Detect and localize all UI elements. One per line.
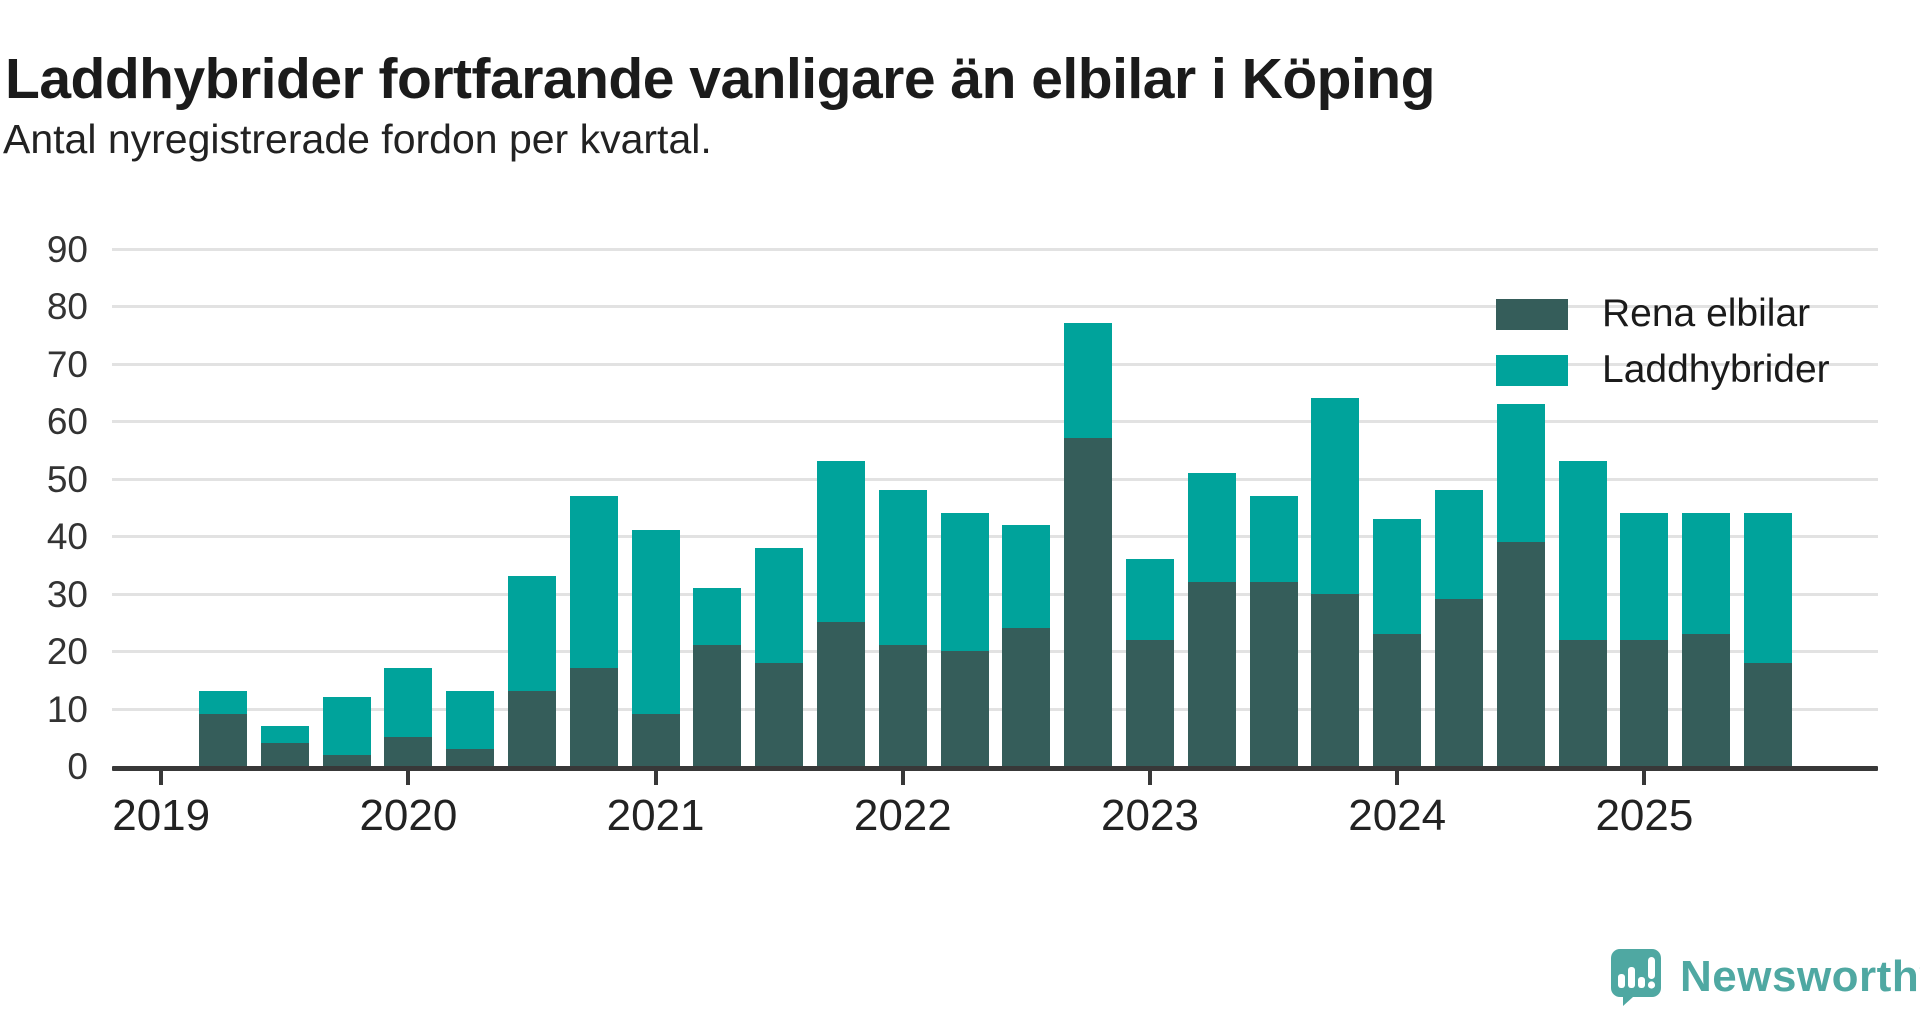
bar-2023-q2-laddhybrider [1188, 472, 1236, 582]
gridline-10 [112, 707, 1878, 711]
bar-2024-q3-rena-elbilar [1497, 541, 1545, 766]
x-tick-2022 [900, 771, 905, 785]
x-tick-label-2024: 2024 [1348, 791, 1447, 840]
bar-2019-q4-rena-elbilar [323, 754, 371, 766]
bar-2025-q3-laddhybrider [1744, 513, 1792, 663]
bar-2020-q1-laddhybrider [384, 668, 432, 738]
y-tick-label-60: 60 [46, 401, 88, 442]
legend-swatch-rena-elbilar [1496, 298, 1568, 330]
bar-2021-q2-rena-elbilar [693, 645, 741, 766]
bar-2021-q1-rena-elbilar [632, 714, 680, 766]
bar-2022-q1-laddhybrider [879, 490, 927, 646]
chart-subtitle: Antal nyregistrerade fordon per kvartal. [3, 116, 712, 162]
x-tick-label-2021: 2021 [606, 791, 705, 840]
bar-2023-q3-rena-elbilar [1250, 582, 1298, 766]
bar-2022-q1-rena-elbilar [879, 645, 927, 766]
x-tick-label-2023: 2023 [1101, 791, 1199, 840]
gridline-60 [112, 420, 1878, 423]
bar-2024-q1-rena-elbilar [1373, 633, 1421, 766]
gridline-90 [112, 247, 1878, 251]
gridline-80 [112, 305, 1878, 308]
gridline-40 [112, 535, 1878, 538]
bar-2019-q3-laddhybrider [261, 725, 309, 743]
bar-2024-q2-rena-elbilar [1435, 599, 1483, 766]
y-tick-label-30: 30 [46, 573, 88, 615]
x-tick-label-2025: 2025 [1595, 791, 1694, 840]
gridline-20 [112, 650, 1878, 653]
bar-2019-q4-laddhybrider [323, 697, 371, 755]
bar-2023-q3-laddhybrider [1250, 495, 1298, 582]
legend-item-rena-elbilar: Rena elbilar [1496, 292, 1810, 336]
x-tick-label-2020: 2020 [359, 791, 458, 840]
legend-label-laddhybrider: Laddhybrider [1602, 348, 1830, 391]
bar-2023-q1-rena-elbilar [1126, 639, 1174, 766]
bar-2022-q3-rena-elbilar [1002, 628, 1050, 766]
page-title: Laddhybrider fortfarande vanligare än el… [5, 47, 1435, 112]
x-tick-2020 [406, 771, 411, 785]
legend-swatch-laddhybrider [1496, 354, 1568, 386]
bar-2023-q4-laddhybrider [1311, 398, 1359, 594]
bar-2019-q2-rena-elbilar [199, 714, 247, 766]
y-tick-label-40: 40 [46, 516, 88, 557]
bar-2021-q3-rena-elbilar [755, 662, 803, 766]
gridline-50 [112, 477, 1878, 481]
bar-2023-q4-rena-elbilar [1311, 593, 1359, 766]
bar-2024-q4-rena-elbilar [1559, 639, 1607, 766]
bar-2020-q3-laddhybrider [508, 576, 556, 692]
newsworthy-logo-icon [1611, 949, 1661, 1006]
x-tick-2019 [159, 771, 164, 785]
y-tick-label-20: 20 [46, 631, 88, 672]
bar-2025-q1-rena-elbilar [1620, 639, 1668, 766]
y-tick-label-80: 80 [46, 286, 88, 327]
bar-2021-q2-laddhybrider [693, 587, 741, 646]
bar-2020-q2-laddhybrider [446, 691, 494, 749]
bar-2020-q1-rena-elbilar [384, 737, 432, 766]
bar-2022-q2-laddhybrider [941, 513, 989, 651]
bar-2020-q2-rena-elbilar [446, 748, 494, 766]
newsworthy-logo-text: Newsworthy [1680, 952, 1920, 1001]
bar-2025-q2-rena-elbilar [1682, 633, 1730, 766]
bar-2022-q4-laddhybrider [1064, 323, 1112, 439]
x-tick-2021 [653, 771, 658, 785]
x-tick-2024 [1395, 771, 1400, 785]
x-tick-2025 [1642, 771, 1647, 785]
bar-2019-q2-laddhybrider [199, 691, 247, 715]
y-tick-label-0: 0 [67, 746, 88, 787]
bar-2022-q4-rena-elbilar [1064, 438, 1112, 766]
legend-item-laddhybrider: Laddhybrider [1496, 348, 1830, 392]
bar-2021-q4-rena-elbilar [817, 622, 865, 766]
bar-2023-q1-laddhybrider [1126, 559, 1174, 640]
bar-2022-q3-laddhybrider [1002, 524, 1050, 628]
bar-2020-q3-rena-elbilar [508, 691, 556, 766]
y-tick-label-50: 50 [46, 458, 88, 500]
bar-2023-q2-rena-elbilar [1188, 582, 1236, 766]
bar-2025-q2-laddhybrider [1682, 513, 1730, 634]
bar-2021-q4-laddhybrider [817, 461, 865, 623]
y-tick-label-70: 70 [46, 343, 88, 385]
bar-2021-q1-laddhybrider [632, 530, 680, 715]
x-tick-label-2019: 2019 [112, 791, 211, 840]
gridline-30 [112, 592, 1878, 596]
gridline-70 [112, 362, 1878, 366]
x-tick-label-2022: 2022 [853, 791, 952, 840]
bar-2025-q1-laddhybrider [1620, 513, 1668, 640]
y-tick-label-90: 90 [46, 228, 88, 270]
bar-2025-q3-rena-elbilar [1744, 662, 1792, 766]
bar-2024-q4-laddhybrider [1559, 461, 1607, 640]
bar-2020-q4-rena-elbilar [570, 668, 618, 766]
newsworthy-logo[interactable]: Newsworthy [1608, 948, 1920, 1006]
bar-2024-q3-laddhybrider [1497, 403, 1545, 542]
x-tick-2023 [1148, 771, 1152, 785]
legend-label-rena-elbilar: Rena elbilar [1602, 292, 1811, 335]
y-tick-label-10: 10 [46, 688, 88, 730]
bar-2024-q2-laddhybrider [1435, 490, 1483, 600]
x-axis-line [112, 766, 1878, 771]
bar-2020-q4-laddhybrider [570, 495, 618, 669]
bar-2019-q3-rena-elbilar [261, 743, 309, 766]
bar-2021-q3-laddhybrider [755, 547, 803, 663]
bar-2022-q2-rena-elbilar [941, 651, 989, 766]
bar-2024-q1-laddhybrider [1373, 518, 1421, 634]
